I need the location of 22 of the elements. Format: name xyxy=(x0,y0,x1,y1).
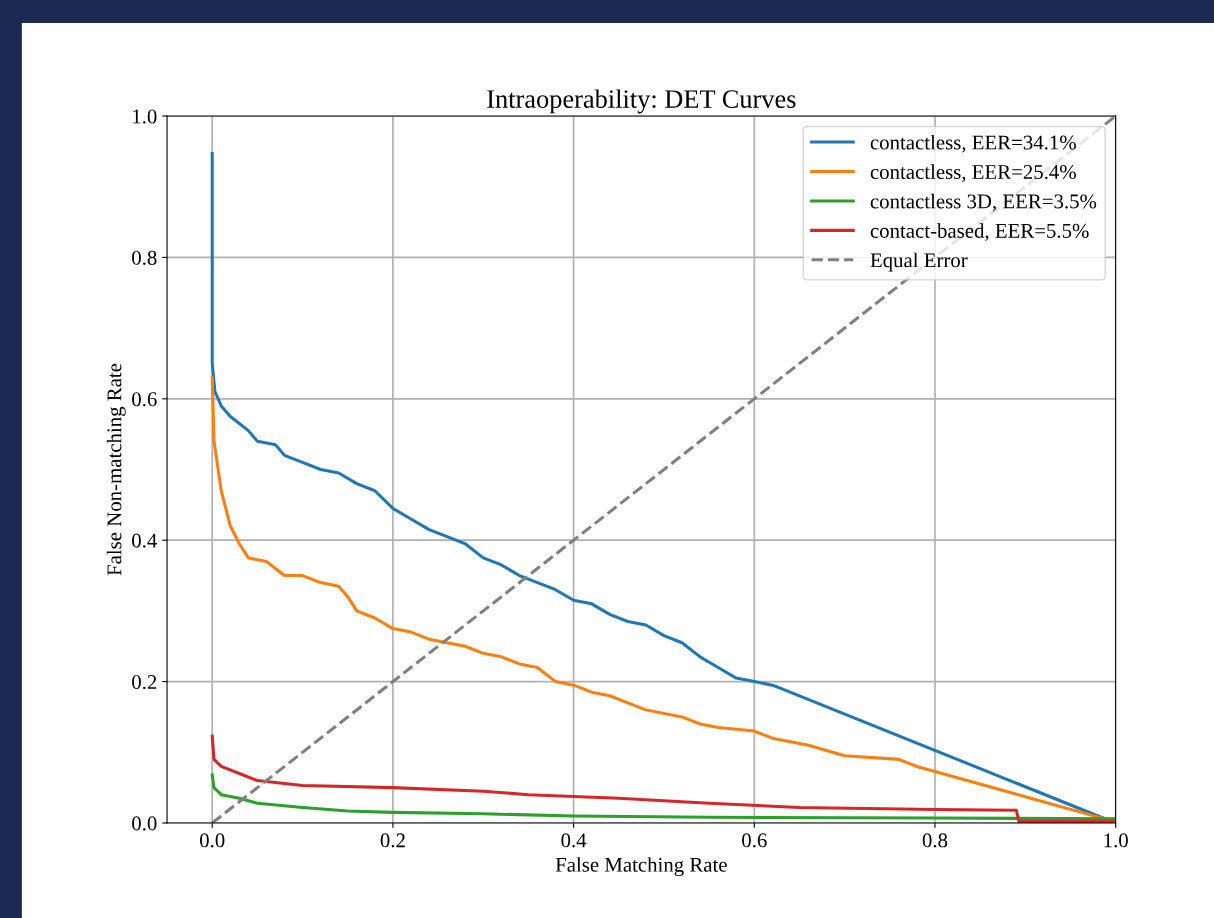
y-tick-label: 0.2 xyxy=(132,674,157,690)
legend-label: contactless, EER=34.1% xyxy=(870,134,1076,153)
legend-label: Equal Error xyxy=(870,252,968,272)
legend-label: contact-based, EER=5.5% xyxy=(870,223,1089,241)
line-series xyxy=(210,773,1116,821)
x-tick-label: 0.0 xyxy=(199,833,225,848)
y-tick-label: 1.0 xyxy=(133,109,157,124)
x-tick-label: 0.6 xyxy=(742,833,767,848)
legend-label: contactless 3D, EER=3.5% xyxy=(870,193,1097,212)
y-tick-label: 0.4 xyxy=(132,533,157,548)
legend-label: contactless, EER=25.4% xyxy=(870,164,1076,183)
y-tick-label: 0.8 xyxy=(132,250,157,265)
y-axis-title: False Non-matching Rate xyxy=(106,363,126,576)
x-tick-label: 1.0 xyxy=(1104,833,1128,848)
x-tick-label: 0.4 xyxy=(561,833,587,848)
x-tick-label: 0.8 xyxy=(922,833,948,848)
x-tick-label: 0.2 xyxy=(380,833,405,848)
y-tick-label: 0.6 xyxy=(132,392,157,407)
y-tick-label: 0.0 xyxy=(132,816,157,831)
chart-title: Intraoperability: DET Curves xyxy=(487,89,796,114)
x-axis-title: False Matching Rate xyxy=(555,857,727,877)
line-series xyxy=(210,734,1116,823)
